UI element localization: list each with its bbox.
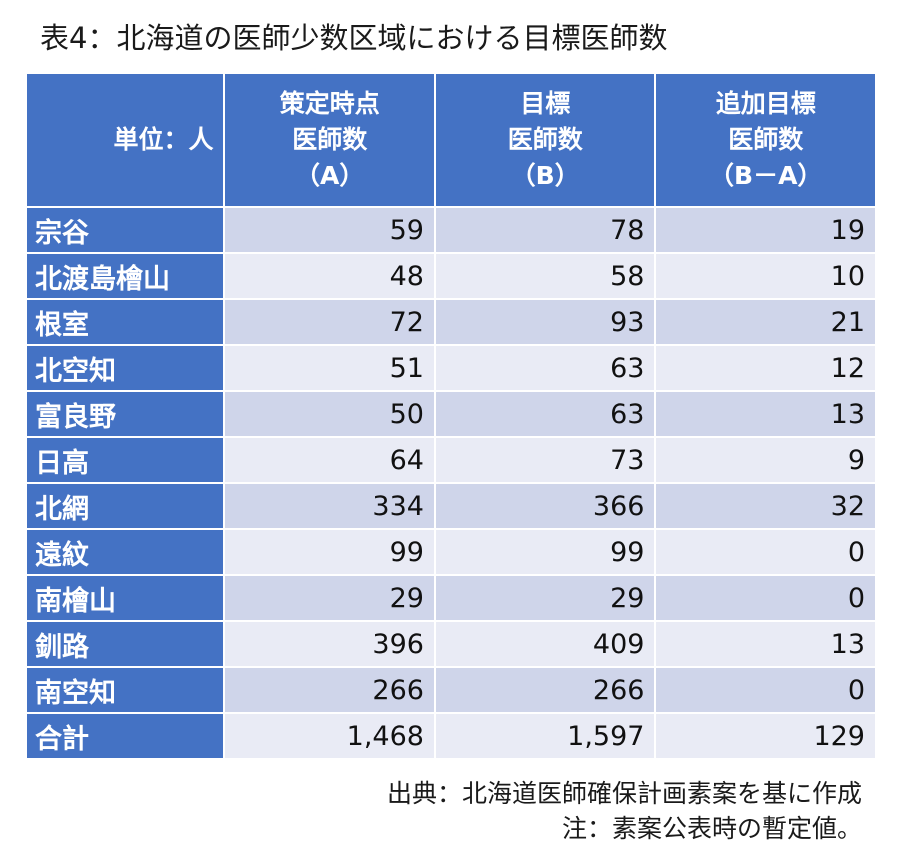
- header-col-c: 追加目標 医師数 （B－A）: [656, 74, 875, 206]
- header-col-a-line-1: 策定時点: [279, 89, 380, 118]
- table-row: 南空知 266 266 0: [27, 668, 875, 712]
- total-label-cell: 合計: [27, 714, 224, 758]
- table-row: 遠紋 99 99 0: [27, 530, 875, 574]
- additional-doctors-cell: 9: [656, 438, 875, 482]
- additional-doctors-cell: 19: [656, 208, 875, 252]
- current-doctors-cell: 50: [225, 392, 434, 436]
- header-unit: 単位：人: [27, 74, 224, 206]
- additional-doctors-cell: 10: [656, 254, 875, 298]
- additional-doctors-cell: 21: [656, 300, 875, 344]
- additional-doctors-cell: 13: [656, 622, 875, 666]
- target-doctors-cell: 29: [435, 576, 655, 620]
- total-additional-doctors-cell: 129: [656, 714, 875, 758]
- header-col-a-line-2: 医師数: [292, 125, 368, 154]
- table-row: 北網 334 366 32: [27, 484, 875, 528]
- target-doctors-cell: 366: [435, 484, 655, 528]
- region-cell: 遠紋: [27, 530, 224, 574]
- table-row: 宗谷 59 78 19: [27, 208, 875, 252]
- additional-doctors-cell: 0: [656, 576, 875, 620]
- header-col-c-line-3: （B－A）: [709, 161, 823, 190]
- current-doctors-cell: 334: [225, 484, 434, 528]
- target-doctors-cell: 93: [435, 300, 655, 344]
- source-note: 出典：北海道医師確保計画素案を基に作成: [386, 779, 862, 808]
- notes: 出典：北海道医師確保計画素案を基に作成 注：素案公表時の暫定値。: [387, 776, 862, 846]
- target-doctors-cell: 266: [435, 668, 655, 712]
- table-header-row: 単位：人 策定時点 医師数 （A） 目標 医師数 （B） 追加目標 医師数 （B…: [27, 74, 875, 206]
- additional-doctors-cell: 0: [656, 530, 875, 574]
- header-col-b: 目標 医師数 （B）: [435, 74, 655, 206]
- region-cell: 北網: [27, 484, 224, 528]
- target-doctors-cell: 99: [435, 530, 655, 574]
- table-title: 表4：北海道の医師少数区域における目標医師数: [40, 21, 668, 55]
- current-doctors-cell: 48: [225, 254, 434, 298]
- additional-doctors-cell: 13: [656, 392, 875, 436]
- target-doctors-cell: 78: [435, 208, 655, 252]
- header-col-b-line-3: （B）: [510, 161, 580, 190]
- doctor-target-table: 単位：人 策定時点 医師数 （A） 目標 医師数 （B） 追加目標 医師数 （B…: [25, 72, 877, 760]
- region-cell: 南檜山: [27, 576, 224, 620]
- region-cell: 日高: [27, 438, 224, 482]
- data-table-container: 単位：人 策定時点 医師数 （A） 目標 医師数 （B） 追加目標 医師数 （B…: [25, 72, 877, 760]
- region-cell: 北渡島檜山: [27, 254, 224, 298]
- current-doctors-cell: 99: [225, 530, 434, 574]
- table-row: 富良野 50 63 13: [27, 392, 875, 436]
- region-cell: 富良野: [27, 392, 224, 436]
- region-cell: 宗谷: [27, 208, 224, 252]
- target-doctors-cell: 58: [435, 254, 655, 298]
- header-col-b-line-2: 医師数: [507, 125, 583, 154]
- table-row: 北渡島檜山 48 58 10: [27, 254, 875, 298]
- header-col-b-line-1: 目標: [520, 89, 571, 118]
- additional-doctors-cell: 32: [656, 484, 875, 528]
- additional-doctors-cell: 12: [656, 346, 875, 390]
- region-cell: 釧路: [27, 622, 224, 666]
- total-target-doctors-cell: 1,597: [435, 714, 655, 758]
- table-row: 日高 64 73 9: [27, 438, 875, 482]
- table-row: 南檜山 29 29 0: [27, 576, 875, 620]
- total-current-doctors-cell: 1,468: [225, 714, 434, 758]
- table-row: 釧路 396 409 13: [27, 622, 875, 666]
- target-doctors-cell: 73: [435, 438, 655, 482]
- current-doctors-cell: 72: [225, 300, 434, 344]
- region-cell: 北空知: [27, 346, 224, 390]
- header-unit-label: 単位：人: [113, 125, 214, 154]
- target-doctors-cell: 409: [435, 622, 655, 666]
- current-doctors-cell: 29: [225, 576, 434, 620]
- region-cell: 南空知: [27, 668, 224, 712]
- target-doctors-cell: 63: [435, 392, 655, 436]
- current-doctors-cell: 396: [225, 622, 434, 666]
- current-doctors-cell: 266: [225, 668, 434, 712]
- table-row: 根室 72 93 21: [27, 300, 875, 344]
- header-col-c-line-1: 追加目標: [715, 89, 816, 118]
- current-doctors-cell: 64: [225, 438, 434, 482]
- provisional-note: 注：素案公表時の暫定値。: [561, 814, 862, 843]
- current-doctors-cell: 51: [225, 346, 434, 390]
- region-cell: 根室: [27, 300, 224, 344]
- additional-doctors-cell: 0: [656, 668, 875, 712]
- target-doctors-cell: 63: [435, 346, 655, 390]
- header-col-a-line-3: （A）: [295, 161, 365, 190]
- current-doctors-cell: 59: [225, 208, 434, 252]
- table-row: 北空知 51 63 12: [27, 346, 875, 390]
- header-col-a: 策定時点 医師数 （A）: [225, 74, 434, 206]
- table-total-row: 合計 1,468 1,597 129: [27, 714, 875, 758]
- header-col-c-line-2: 医師数: [728, 125, 804, 154]
